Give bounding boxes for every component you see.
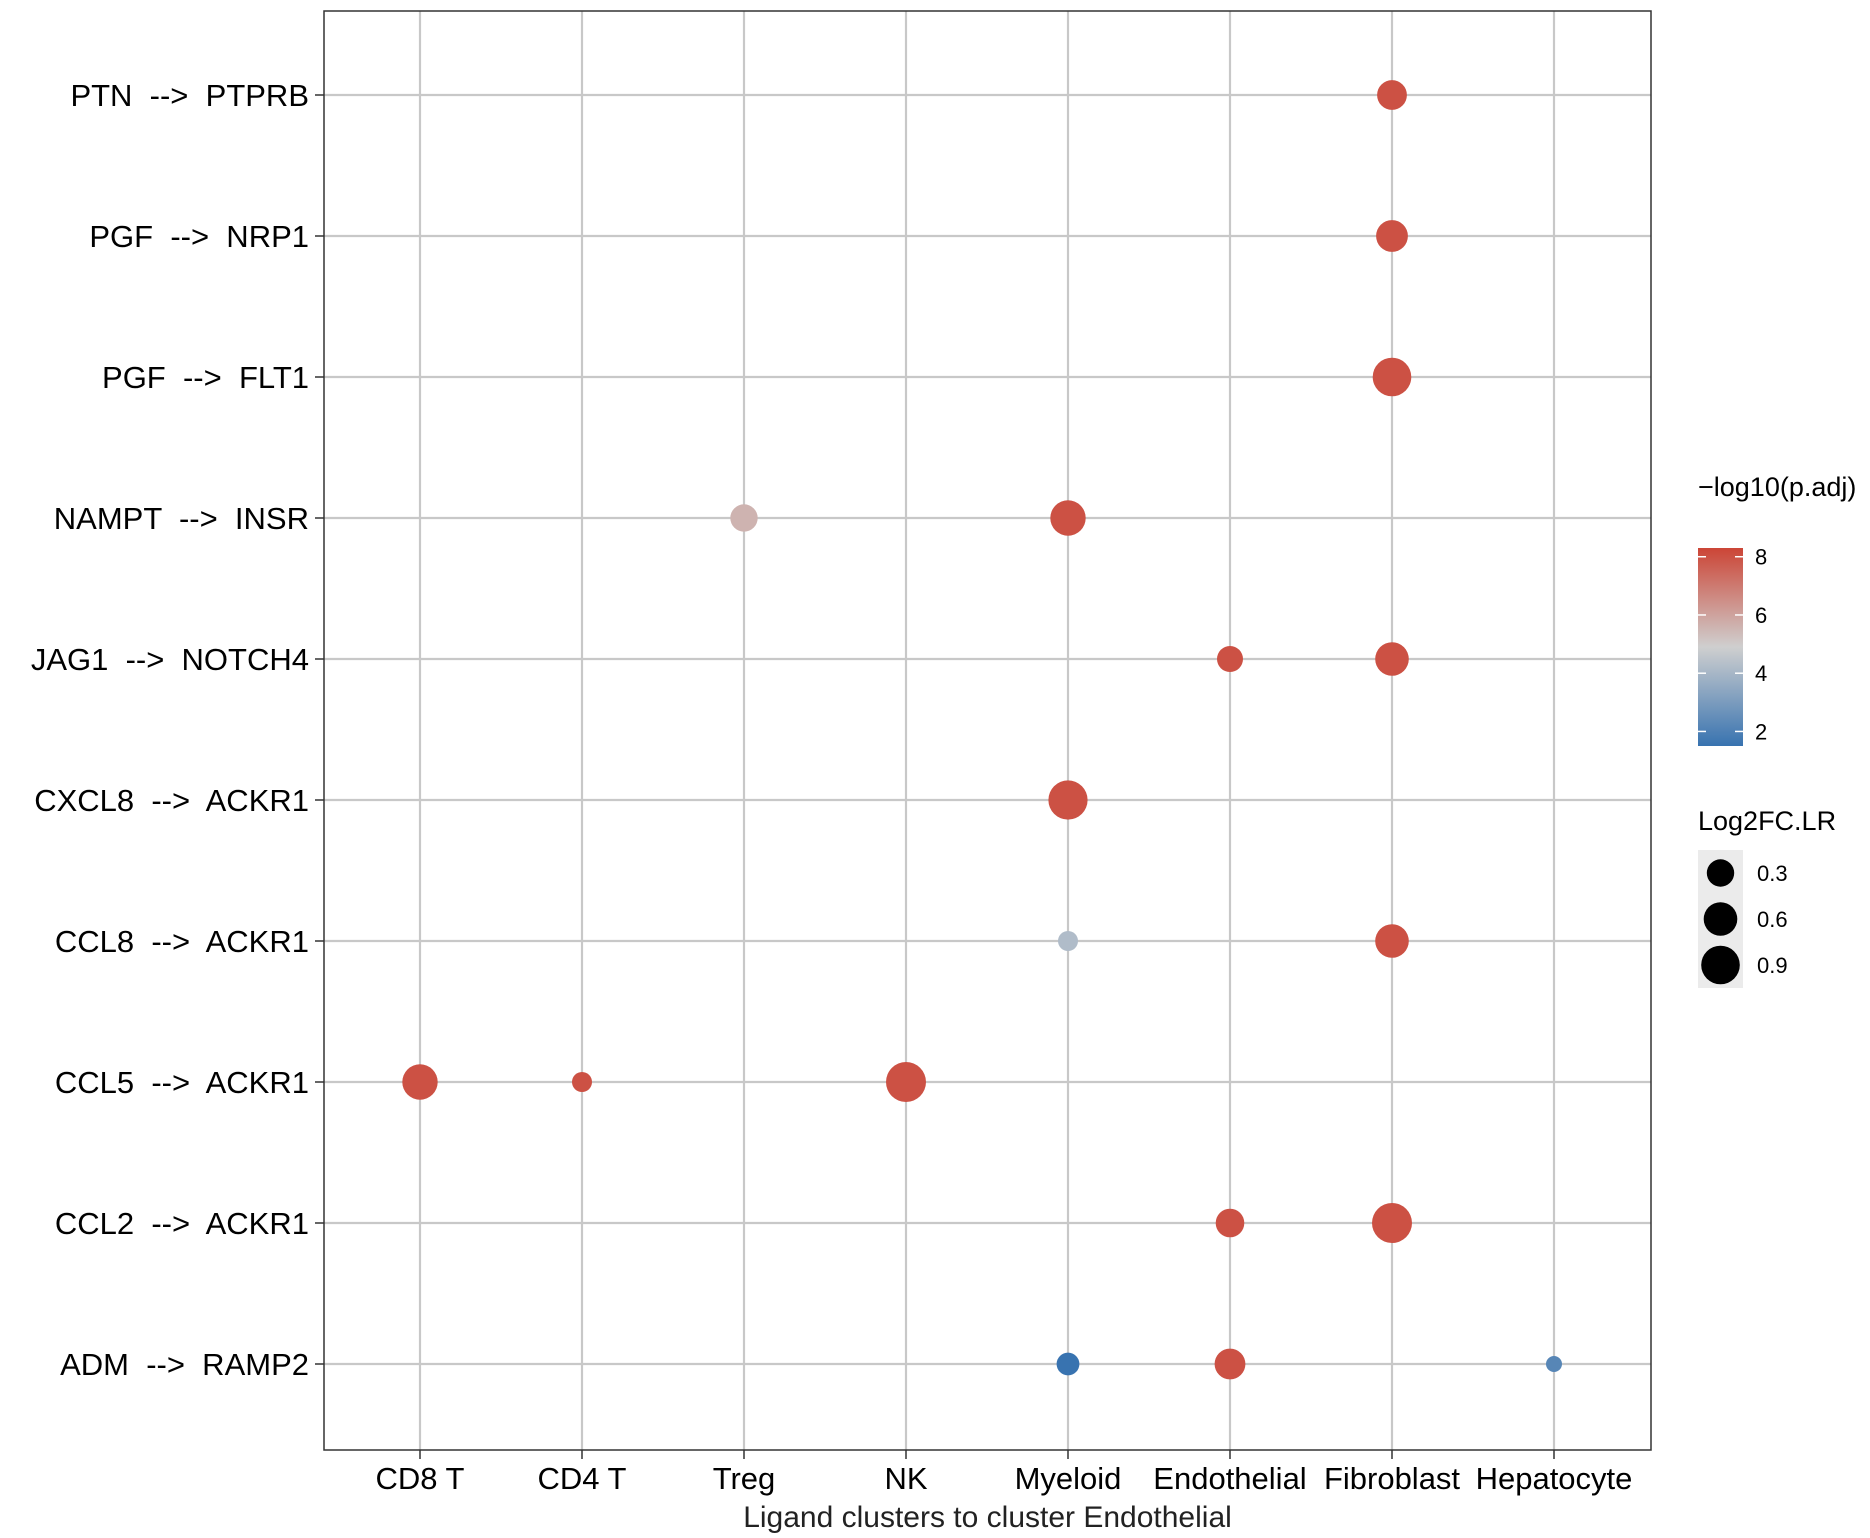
y-tick-label: CCL2 --> ACKR1 xyxy=(55,1206,309,1241)
data-point xyxy=(1048,780,1088,820)
data-point xyxy=(1372,357,1412,397)
size-legend-label: 0.3 xyxy=(1757,861,1788,886)
x-tick-label: Fibroblast xyxy=(1324,1461,1460,1496)
data-point xyxy=(402,1064,438,1100)
data-point xyxy=(1058,931,1078,951)
colorbar xyxy=(1698,548,1743,746)
size-legend: Log2FC.LR 0.3 0.6 0.9 xyxy=(1698,806,1836,988)
size-legend-label: 0.6 xyxy=(1757,907,1788,932)
size-legend-dot xyxy=(1703,902,1738,936)
data-point xyxy=(1376,220,1408,252)
size-legend-items: 0.3 0.6 0.9 xyxy=(1701,859,1788,985)
data-points xyxy=(402,80,1562,1380)
x-axis-title: Ligand clusters to cluster Endothelial xyxy=(743,1501,1232,1534)
x-tick-label: Hepatocyte xyxy=(1476,1461,1633,1496)
size-legend-dot xyxy=(1701,945,1740,985)
y-axis-tick-labels: ADM --> RAMP2 CCL2 --> ACKR1 CCL5 --> ACKR… xyxy=(31,78,309,1382)
size-legend-title: Log2FC.LR xyxy=(1698,806,1836,836)
data-point xyxy=(730,504,758,532)
x-tick-label: Endothelial xyxy=(1153,1461,1306,1496)
colorbar-tick-label: 4 xyxy=(1755,661,1767,686)
x-tick-label: NK xyxy=(884,1461,927,1496)
y-tick-label: ADM --> RAMP2 xyxy=(60,1347,309,1382)
data-point xyxy=(572,1072,592,1092)
data-point xyxy=(1215,1208,1245,1238)
color-legend: −log10(p.adj) 2 4 6 8 xyxy=(1698,472,1856,746)
x-tick-label: Myeloid xyxy=(1015,1461,1122,1496)
y-tick-label: CXCL8 --> ACKR1 xyxy=(34,783,309,818)
data-point xyxy=(1372,1203,1412,1243)
panel-border xyxy=(323,10,1652,1451)
data-point xyxy=(1214,1348,1246,1380)
y-tick-label: CCL5 --> ACKR1 xyxy=(55,1065,309,1100)
x-tick-label: CD4 T xyxy=(537,1461,626,1496)
grid-lines xyxy=(324,11,1651,1450)
y-tick-label: CCL8 --> ACKR1 xyxy=(55,924,309,959)
data-point xyxy=(1375,924,1409,958)
data-point xyxy=(1217,646,1243,672)
color-legend-title: −log10(p.adj) xyxy=(1698,472,1856,502)
data-point xyxy=(1546,1356,1562,1372)
y-tick-label: PGF --> NRP1 xyxy=(89,219,309,254)
y-tick-label: NAMPT --> INSR xyxy=(54,501,309,536)
x-tick-label: Treg xyxy=(713,1461,776,1496)
colorbar-ticks: 2 4 6 8 xyxy=(1698,545,1767,744)
y-tick-label: JAG1 --> NOTCH4 xyxy=(31,642,309,677)
colorbar-tick-label: 8 xyxy=(1755,545,1767,570)
size-legend-label: 0.9 xyxy=(1757,953,1788,978)
data-point xyxy=(1050,500,1086,536)
data-point xyxy=(1375,642,1409,676)
y-tick-label: PGF --> FLT1 xyxy=(102,360,309,395)
colorbar-tick-label: 6 xyxy=(1755,603,1767,628)
data-point xyxy=(886,1062,926,1102)
x-tick-label: CD8 T xyxy=(375,1461,464,1496)
y-tick-label: PTN --> PTPRB xyxy=(70,78,309,113)
data-point xyxy=(1377,80,1407,110)
x-axis-tick-labels: CD8 T CD4 T Treg NK Myeloid Endothelial Fibrob… xyxy=(375,1461,1632,1496)
size-legend-dot xyxy=(1706,859,1735,887)
axis-ticks xyxy=(315,94,1555,1459)
data-point xyxy=(1056,1352,1080,1376)
colorbar-tick-label: 2 xyxy=(1755,719,1767,744)
